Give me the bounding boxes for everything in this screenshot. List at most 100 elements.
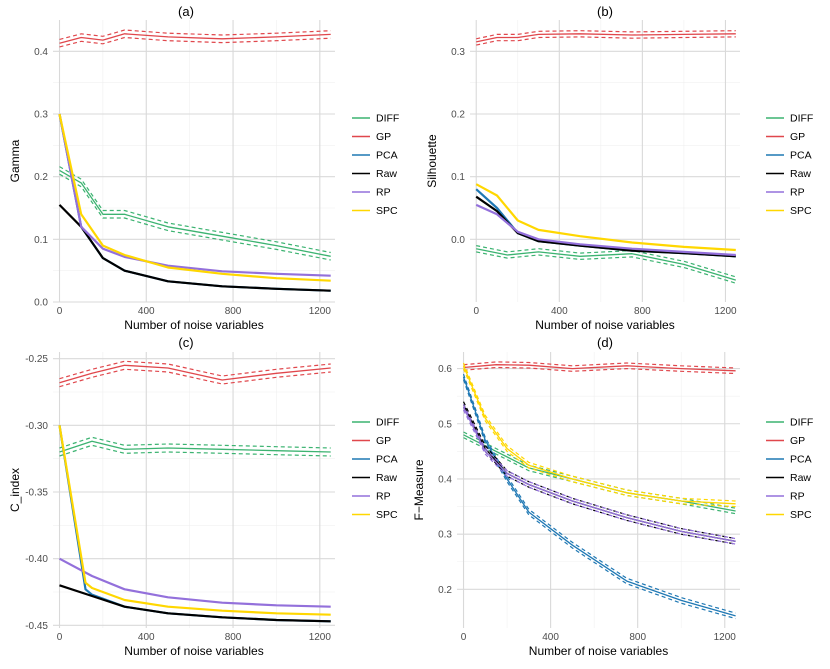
y-tick-label: 0.1 bbox=[451, 172, 465, 183]
series-line-pca bbox=[462, 376, 736, 617]
legend-label-gp: GP bbox=[790, 435, 805, 447]
legend-label-gp: GP bbox=[376, 435, 391, 447]
series-line-diff bbox=[59, 169, 331, 257]
series-lower-bound-rp bbox=[462, 409, 736, 545]
series-line-spc bbox=[475, 183, 736, 252]
panel-title: (c) bbox=[178, 335, 193, 350]
x-tick-label: 800 bbox=[629, 632, 646, 643]
series-upper-bound-diff bbox=[476, 245, 736, 278]
legend-label-diff: DIFF bbox=[790, 113, 813, 125]
y-tick-label: 0.0 bbox=[34, 298, 48, 309]
x-tick-label: 0 bbox=[57, 306, 63, 317]
legend: DIFF GP PCA Raw RP SPC bbox=[766, 417, 813, 521]
series-line-rp bbox=[462, 406, 736, 542]
x-tick-label: 0 bbox=[461, 632, 467, 643]
x-tick-label: 400 bbox=[551, 306, 568, 317]
panel-title: (d) bbox=[597, 335, 613, 350]
y-tick-label: -0.25 bbox=[25, 354, 48, 365]
series-lower-bound-gp bbox=[59, 36, 331, 48]
series-lower-bound-pca bbox=[462, 379, 736, 620]
x-tick-label: 800 bbox=[225, 306, 242, 317]
series-upper-bound-spc bbox=[462, 362, 736, 502]
series-upper-bound-diff bbox=[59, 166, 331, 254]
y-tick-label: 0.3 bbox=[451, 47, 465, 58]
series-line-diff bbox=[59, 440, 331, 453]
legend-label-rp: RP bbox=[790, 491, 805, 503]
series-upper-bound-pca bbox=[462, 373, 736, 614]
x-tick-label: 400 bbox=[542, 632, 559, 643]
series-lower-bound-diff bbox=[463, 437, 736, 515]
x-tick-label: 800 bbox=[225, 632, 242, 643]
series-lower-bound-raw bbox=[462, 406, 736, 545]
legend-label-diff: DIFF bbox=[376, 113, 399, 125]
y-tick-label: -0.40 bbox=[25, 554, 48, 565]
y-tick-label: 0.2 bbox=[34, 172, 48, 183]
legend: DIFF GP PCA Raw RP SPC bbox=[766, 113, 813, 217]
series-lower-bound-diff bbox=[59, 444, 331, 457]
series-lower-bound-diff bbox=[476, 251, 736, 284]
series-line-gp bbox=[59, 33, 331, 44]
panel-title: (b) bbox=[597, 4, 613, 19]
y-tick-label: 0.0 bbox=[451, 235, 465, 246]
x-tick-label: 0 bbox=[473, 306, 479, 317]
legend-label-spc: SPC bbox=[790, 205, 812, 217]
series-line-spc bbox=[58, 425, 331, 616]
legend-label-spc: SPC bbox=[376, 205, 398, 217]
legend-label-spc: SPC bbox=[790, 509, 812, 521]
series-line-gp bbox=[476, 33, 736, 43]
y-axis-title: C_index bbox=[8, 468, 22, 512]
series-lower-bound-diff bbox=[59, 173, 331, 261]
legend-label-pca: PCA bbox=[376, 150, 398, 162]
chart-panel-3: 0 400 800 1200 -0.45 -0.40 -0.35 -0.30 -0.25 (c) N… bbox=[8, 335, 399, 658]
legend-label-rp: RP bbox=[376, 187, 391, 199]
legend-label-rp: RP bbox=[790, 187, 805, 199]
x-tick-label: 400 bbox=[138, 632, 155, 643]
series-line-diff bbox=[476, 248, 736, 281]
panel-title: (a) bbox=[178, 4, 194, 19]
y-tick-label: -0.35 bbox=[25, 488, 48, 499]
series-line-rp bbox=[58, 113, 331, 277]
legend-label-pca: PCA bbox=[790, 150, 812, 162]
legend-label-raw: Raw bbox=[376, 472, 397, 484]
series-upper-bound-gp bbox=[476, 30, 736, 40]
series-line-raw bbox=[475, 195, 736, 258]
legend-label-spc: SPC bbox=[376, 509, 398, 521]
series-upper-bound-diff bbox=[463, 431, 736, 509]
series-lower-bound-gp bbox=[463, 366, 736, 375]
chart-panel-2: 0 400 800 1200 0.0 0.1 0.2 0.3 (b) Number of nois… bbox=[425, 4, 813, 332]
x-tick-label: 1200 bbox=[309, 632, 332, 643]
y-tick-label: -0.45 bbox=[25, 621, 48, 632]
legend: DIFF GP PCA Raw RP SPC bbox=[352, 417, 399, 521]
y-tick-label: 0.4 bbox=[34, 47, 48, 58]
x-axis-title: Number of noise variables bbox=[529, 644, 668, 658]
y-tick-label: 0.2 bbox=[438, 585, 452, 596]
series-line-gp bbox=[59, 364, 331, 384]
chart-panel-1: 0 400 800 1200 0.0 0.1 0.2 0.3 0.4 (a) Number of n… bbox=[8, 4, 399, 332]
y-axis-title: Silhouette bbox=[425, 134, 439, 188]
series-line-raw bbox=[58, 204, 331, 292]
y-axis-title: F−Measure bbox=[412, 459, 426, 520]
x-tick-label: 800 bbox=[634, 306, 651, 317]
series-upper-bound-diff bbox=[59, 436, 331, 449]
y-tick-label: 0.4 bbox=[438, 474, 452, 485]
y-axis-title: Gamma bbox=[8, 139, 22, 182]
x-axis-title: Number of noise variables bbox=[535, 318, 674, 332]
y-tick-label: 0.1 bbox=[34, 235, 48, 246]
legend-label-diff: DIFF bbox=[376, 417, 399, 429]
legend-label-gp: GP bbox=[376, 131, 391, 143]
x-tick-label: 0 bbox=[57, 632, 63, 643]
x-axis-title: Number of noise variables bbox=[124, 644, 263, 658]
series-line-gp bbox=[463, 364, 736, 372]
x-tick-label: 1200 bbox=[309, 306, 332, 317]
x-axis-title: Number of noise variables bbox=[124, 318, 263, 332]
x-tick-label: 1200 bbox=[714, 632, 737, 643]
legend-label-raw: Raw bbox=[376, 168, 397, 180]
series-line-spc bbox=[58, 113, 331, 282]
y-tick-label: -0.30 bbox=[25, 421, 48, 432]
legend-label-pca: PCA bbox=[376, 454, 398, 466]
series-lower-bound-spc bbox=[462, 368, 736, 508]
legend-label-raw: Raw bbox=[790, 168, 811, 180]
legend: DIFF GP PCA Raw RP SPC bbox=[352, 113, 399, 217]
